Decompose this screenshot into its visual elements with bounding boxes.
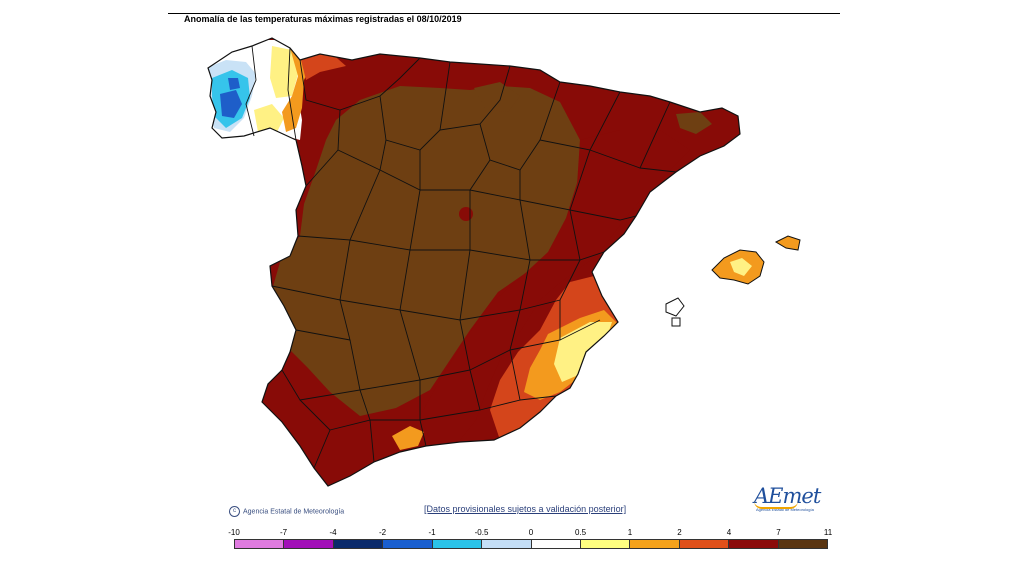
- legend-label: 0.5: [574, 528, 587, 537]
- legend-label: 7: [776, 528, 781, 537]
- legend-swatch: [679, 540, 730, 548]
- top-rule: [168, 13, 840, 14]
- agency-credit-text: Agencia Estatal de Meteorología: [243, 508, 345, 516]
- legend-label: 4: [726, 528, 732, 537]
- color-legend: -10 -7 -4 -2 -1 -0.5 0 0.5 1 2 4 7 11: [228, 528, 832, 552]
- legend-label: 2: [677, 528, 682, 537]
- legend-label: -0.5: [474, 528, 489, 537]
- ibiza-island: [665, 297, 685, 317]
- legend-swatch: [383, 540, 433, 548]
- aemet-logo-subtitle: Agencia Estatal de Meteorología: [756, 507, 814, 512]
- legend-labels: -10 -7 -4 -2 -1 -0.5 0 0.5 1 2 4 7 11: [228, 528, 832, 538]
- legend-label: -2: [378, 528, 387, 537]
- menorca-island: [774, 235, 801, 251]
- legend-swatch: [235, 540, 285, 548]
- aemet-logo-swoosh: [754, 501, 798, 509]
- legend-label: -7: [279, 528, 288, 537]
- agency-credit: c Agencia Estatal de Meteorología: [229, 506, 344, 517]
- legend-label: 1: [627, 528, 633, 537]
- legend-swatch: [482, 540, 532, 548]
- legend-label: -4: [329, 528, 337, 537]
- legend-label: -10: [228, 528, 240, 537]
- legend-swatch: [630, 540, 680, 548]
- legend-bar: [234, 539, 828, 549]
- legend-swatch: [432, 540, 483, 548]
- legend-swatch: [531, 540, 581, 548]
- provisional-data-note: [Datos provisionales sujetos a validació…: [424, 504, 627, 514]
- map-title: Anomalía de las temperaturas máximas reg…: [184, 14, 462, 24]
- aemet-logo: AEmet Agencia Estatal de Meteorología: [754, 485, 824, 519]
- legend-swatch: [729, 540, 779, 548]
- copyright-icon: c: [229, 506, 240, 517]
- legend-label: 0: [528, 528, 534, 537]
- legend-swatch: [580, 540, 631, 548]
- legend-swatch: [333, 540, 384, 548]
- legend-label: 11: [823, 528, 833, 537]
- legend-swatch: [778, 540, 828, 548]
- legend-swatch: [284, 540, 334, 548]
- legend-label: -1: [428, 528, 436, 537]
